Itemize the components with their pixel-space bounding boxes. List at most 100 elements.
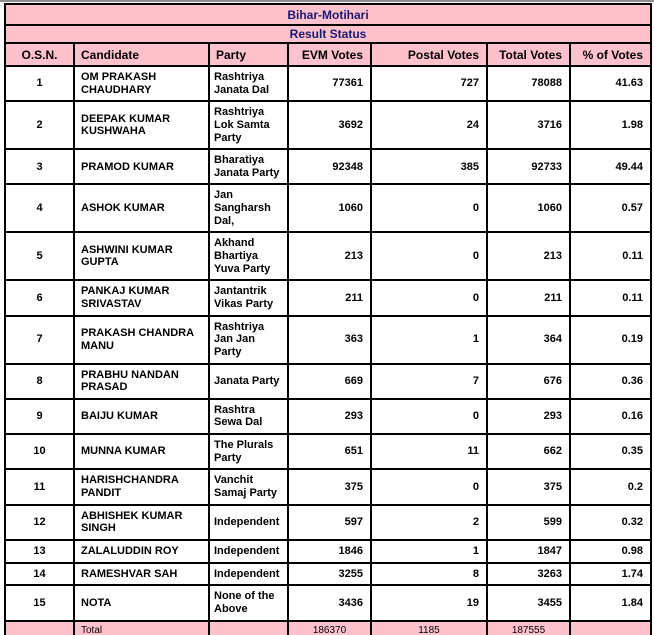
osn-cell: 3	[4, 148, 75, 186]
total-votes-cell: 92733	[486, 148, 571, 186]
window-edge-strip	[0, 0, 654, 2]
total-evm-cell: 186370	[287, 619, 372, 635]
party-cell: Jan Sangharsh Dal,	[208, 183, 289, 234]
postal-votes-cell: 19	[370, 584, 488, 622]
total-row: Total 186370 1185 187555	[4, 619, 653, 635]
pct-votes-cell: 1.74	[568, 561, 653, 587]
table-row: 1 OM PRAKASH CHAUDHARY Rashtriya Janata Da…	[4, 64, 653, 103]
candidate-cell: ZALALUDDIN ROY	[73, 538, 210, 564]
total-osn-cell	[4, 619, 75, 635]
column-header-party: Party	[208, 42, 289, 67]
osn-cell: 1	[4, 64, 75, 103]
candidate-cell: PRAMOD KUMAR	[73, 148, 210, 186]
total-label-cell: Total	[73, 619, 210, 635]
total-votes-cell: 3455	[486, 584, 571, 622]
osn-cell: 11	[4, 468, 75, 506]
table-row: 3 PRAMOD KUMAR Bharatiya Janata Party 92348…	[4, 148, 653, 186]
evm-votes-cell: 213	[287, 231, 372, 282]
total-votes-cell: 78088	[486, 64, 571, 103]
party-cell: Independent	[208, 503, 289, 541]
osn-cell: 13	[4, 538, 75, 564]
pct-votes-cell: 1.98	[568, 100, 653, 151]
candidate-cell: ASHWINI KUMAR GUPTA	[73, 231, 210, 282]
evm-votes-cell: 293	[287, 397, 372, 436]
column-header-postal-votes: Postal Votes	[370, 42, 488, 67]
pct-votes-cell: 49.44	[568, 148, 653, 186]
table-row: 5 ASHWINI KUMAR GUPTA Akhand Bhartiya Yuva…	[4, 231, 653, 282]
candidate-cell: ABHISHEK KUMAR SINGH	[73, 503, 210, 541]
evm-votes-cell: 1846	[287, 538, 372, 564]
osn-cell: 9	[4, 397, 75, 436]
table-row: 15 NOTA None of the Above 3436 19 3455 1.84	[4, 584, 653, 622]
party-cell: Rashtra Sewa Dal	[208, 397, 289, 436]
osn-cell: 6	[4, 279, 75, 317]
postal-votes-cell: 8	[370, 561, 488, 587]
table-row: 2 DEEPAK KUMAR KUSHWAHA Rashtriya Lok Samt…	[4, 100, 653, 151]
candidate-cell: PANKAJ KUMAR SRIVASTAV	[73, 279, 210, 317]
table-row: 9 BAIJU KUMAR Rashtra Sewa Dal 293 0 293 0.16	[4, 397, 653, 436]
table-row: 13 ZALALUDDIN ROY Independent 1846 1 1847 0.98	[4, 538, 653, 564]
total-votes-cell: 375	[486, 468, 571, 506]
column-header-row: O.S.N. Candidate Party EVM Votes Postal …	[4, 42, 653, 67]
constituency-title-row: Bihar-Motihari	[3, 3, 653, 26]
party-cell: None of the Above	[208, 584, 289, 622]
column-header-candidate: Candidate	[73, 42, 210, 67]
total-votes-cell: 3263	[486, 561, 571, 587]
candidate-cell: ASHOK KUMAR	[73, 183, 210, 234]
constituency-title: Bihar-Motihari	[3, 3, 653, 26]
evm-votes-cell: 211	[287, 279, 372, 317]
candidate-cell: NOTA	[73, 584, 210, 622]
osn-cell: 10	[4, 433, 75, 471]
pct-votes-cell: 0.57	[568, 183, 653, 234]
results-table-foot: Total 186370 1185 187555	[4, 619, 653, 635]
table-row: 14 RAMESHVAR SAH Independent 3255 8 3263 1.74	[4, 561, 653, 587]
party-cell: Janata Party	[208, 362, 289, 400]
pct-votes-cell: 0.16	[568, 397, 653, 436]
candidate-cell: DEEPAK KUMAR KUSHWAHA	[73, 100, 210, 151]
evm-votes-cell: 1060	[287, 183, 372, 234]
total-votes-cell: 599	[486, 503, 571, 541]
candidate-cell: PRAKASH CHANDRA MANU	[73, 314, 210, 365]
postal-votes-cell: 1	[370, 538, 488, 564]
evm-votes-cell: 3692	[287, 100, 372, 151]
total-party-cell	[208, 619, 289, 635]
postal-votes-cell: 385	[370, 148, 488, 186]
evm-votes-cell: 375	[287, 468, 372, 506]
postal-votes-cell: 727	[370, 64, 488, 103]
pct-votes-cell: 0.98	[568, 538, 653, 564]
total-votes-cell: 293	[486, 397, 571, 436]
table-row: 4 ASHOK KUMAR Jan Sangharsh Dal, 1060 0 1060 0…	[4, 183, 653, 234]
results-table-head: Bihar-Motihari Result Status O.S.N. Cand…	[3, 3, 653, 67]
candidate-cell: BAIJU KUMAR	[73, 397, 210, 436]
osn-cell: 15	[4, 584, 75, 622]
pct-votes-cell: 1.84	[568, 584, 653, 622]
party-cell: Independent	[208, 561, 289, 587]
osn-cell: 5	[4, 231, 75, 282]
total-votes-cell: 213	[486, 231, 571, 282]
pct-votes-cell: 0.35	[568, 433, 653, 471]
evm-votes-cell: 3436	[287, 584, 372, 622]
postal-votes-cell: 0	[370, 231, 488, 282]
result-status-row: Result Status	[3, 24, 653, 44]
osn-cell: 4	[4, 183, 75, 234]
evm-votes-cell: 77361	[287, 64, 372, 103]
total-votes-cell: 364	[486, 314, 571, 365]
pct-votes-cell: 0.19	[568, 314, 653, 365]
party-cell: Jantantrik Vikas Party	[208, 279, 289, 317]
table-row: 6 PANKAJ KUMAR SRIVASTAV Jantantrik Vikas …	[4, 279, 653, 317]
column-header-total-votes: Total Votes	[486, 42, 571, 67]
total-votes-cell: 3716	[486, 100, 571, 151]
postal-votes-cell: 2	[370, 503, 488, 541]
postal-votes-cell: 0	[370, 397, 488, 436]
candidate-cell: OM PRAKASH CHAUDHARY	[73, 64, 210, 103]
total-votes-cell: 662	[486, 433, 571, 471]
total-votes-cell: 211	[486, 279, 571, 317]
table-row: 7 PRAKASH CHANDRA MANU Rashtriya Jan Jan P…	[4, 314, 653, 365]
total-pct-cell	[568, 619, 653, 635]
evm-votes-cell: 669	[287, 362, 372, 400]
party-cell: The Plurals Party	[208, 433, 289, 471]
party-cell: Rashtriya Lok Samta Party	[208, 100, 289, 151]
evm-votes-cell: 92348	[287, 148, 372, 186]
osn-cell: 8	[4, 362, 75, 400]
